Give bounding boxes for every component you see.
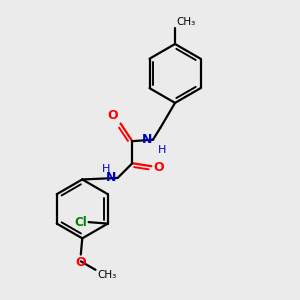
Text: Cl: Cl (74, 216, 87, 229)
Text: O: O (153, 160, 164, 174)
Text: H: H (158, 145, 166, 155)
Text: CH₃: CH₃ (176, 17, 196, 27)
Text: CH₃: CH₃ (97, 270, 116, 280)
Text: O: O (108, 109, 118, 122)
Text: O: O (76, 256, 86, 269)
Text: N: N (141, 133, 152, 146)
Text: N: N (106, 171, 116, 184)
Text: H: H (102, 164, 110, 174)
